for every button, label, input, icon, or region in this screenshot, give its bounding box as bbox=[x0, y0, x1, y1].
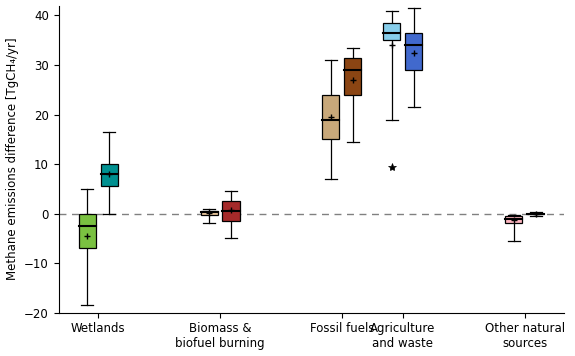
Bar bbox=[101, 164, 118, 187]
Bar bbox=[405, 33, 422, 70]
Bar bbox=[79, 214, 96, 248]
Bar bbox=[201, 211, 217, 215]
Bar bbox=[505, 216, 522, 222]
Bar bbox=[384, 23, 400, 40]
Y-axis label: Methane emissions difference [TgCH₄/yr]: Methane emissions difference [TgCH₄/yr] bbox=[6, 38, 18, 281]
Bar bbox=[323, 95, 339, 139]
Bar bbox=[344, 58, 362, 95]
Bar bbox=[223, 201, 240, 221]
